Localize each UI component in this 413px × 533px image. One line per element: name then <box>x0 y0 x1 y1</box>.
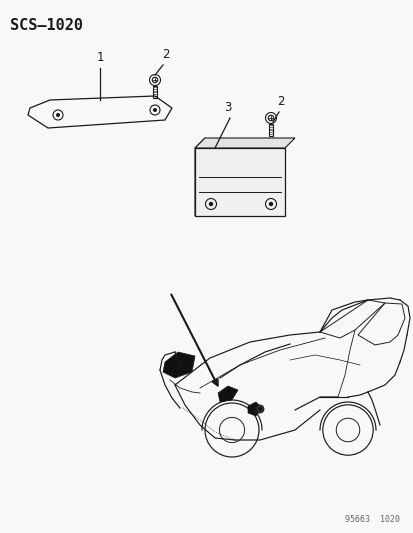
Circle shape <box>208 202 213 206</box>
Circle shape <box>268 202 273 206</box>
Circle shape <box>255 405 263 413</box>
Polygon shape <box>195 148 284 216</box>
Polygon shape <box>195 138 204 216</box>
Polygon shape <box>163 352 195 378</box>
Polygon shape <box>247 402 261 416</box>
Polygon shape <box>195 138 294 148</box>
Circle shape <box>153 108 157 112</box>
Text: 2: 2 <box>277 95 284 108</box>
Text: 2: 2 <box>162 48 169 61</box>
Text: 95663  1020: 95663 1020 <box>344 515 399 524</box>
Polygon shape <box>218 386 237 402</box>
Bar <box>268 124 272 135</box>
Circle shape <box>56 113 60 117</box>
Bar <box>153 85 157 98</box>
Text: SCS–1020: SCS–1020 <box>10 18 83 33</box>
Circle shape <box>258 407 261 411</box>
Text: 3: 3 <box>224 101 231 114</box>
Text: 1: 1 <box>96 51 104 64</box>
